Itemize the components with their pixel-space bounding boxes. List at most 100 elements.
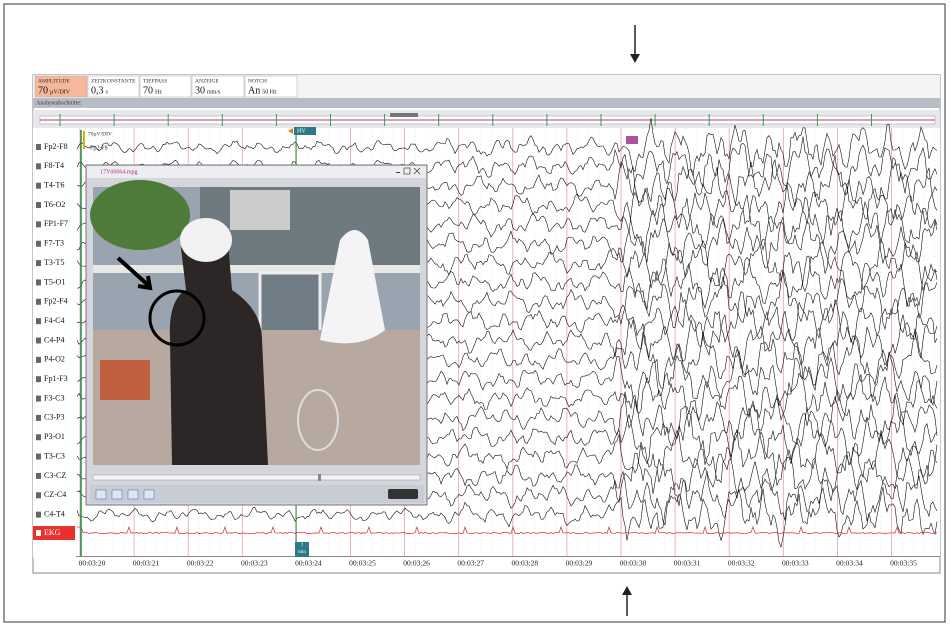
channel-label: C4-T4 — [44, 509, 65, 518]
arrow-top — [630, 25, 640, 63]
toolbar-value: 70 — [143, 85, 153, 96]
time-label: 00:03:30 — [620, 559, 647, 568]
toolbar-box[interactable] — [191, 75, 245, 98]
cables — [297, 389, 339, 451]
toolbar-label: TIEFPASS — [143, 78, 167, 84]
toolbar-unit: Hz — [155, 89, 162, 95]
channel-icon[interactable] — [36, 144, 41, 150]
channel-icon[interactable] — [36, 202, 41, 209]
channel-icon[interactable] — [36, 240, 41, 247]
channel-icon[interactable] — [36, 414, 41, 421]
channel-icon[interactable] — [36, 260, 41, 267]
hv-flag[interactable] — [294, 127, 316, 135]
toolbar-unit: mm/s — [207, 89, 221, 95]
channel-label: Fp2-F8 — [44, 142, 68, 151]
sill — [93, 265, 420, 273]
toolbar-unit: µV/DIV — [50, 89, 71, 95]
channel-label: F8-T4 — [44, 161, 64, 170]
volume[interactable] — [388, 489, 418, 499]
analysis-bar — [33, 98, 940, 108]
toolbar-label: AMPLITUDE — [38, 78, 70, 84]
toolbar-value: 0,3 — [91, 85, 104, 96]
building — [230, 190, 290, 230]
channel-icon[interactable] — [36, 530, 41, 536]
channel-label: Fp1-F3 — [44, 374, 68, 383]
time-note: min — [298, 550, 306, 555]
channel-label: C3-P3 — [44, 413, 64, 422]
channel-icon[interactable] — [36, 298, 41, 305]
channel-icon[interactable] — [36, 511, 41, 518]
headcap — [180, 218, 232, 262]
channel-icon[interactable] — [36, 395, 41, 402]
toolbar-box[interactable] — [244, 75, 298, 98]
channel-label: C3-CZ — [44, 471, 66, 480]
channel-label: T4-T6 — [44, 181, 64, 190]
channel-label: T3-C3 — [44, 451, 65, 460]
channel-icon[interactable] — [36, 472, 41, 479]
note-box[interactable] — [295, 542, 309, 557]
time-label: 00:03:28 — [511, 559, 538, 568]
max-btn[interactable] — [403, 167, 411, 175]
channel-icon[interactable] — [36, 453, 41, 460]
video-titlebar — [87, 166, 426, 178]
toys — [100, 360, 150, 400]
player-button[interactable] — [143, 489, 155, 500]
time-axis — [76, 556, 940, 557]
channel-icon[interactable] — [36, 163, 41, 170]
player-button[interactable] — [95, 489, 107, 500]
channel-label: C4-P4 — [44, 335, 64, 344]
toolbar-box[interactable] — [139, 75, 192, 98]
channel-label: FP1-F7 — [44, 219, 68, 228]
toolbar-box[interactable] — [34, 75, 88, 98]
player-button[interactable] — [127, 489, 139, 500]
channel-icon[interactable] — [36, 492, 41, 499]
eeg-trace — [76, 486, 938, 549]
toolbar-label: ANZEIGE — [195, 78, 219, 84]
highlight-arrow — [116, 256, 153, 291]
tree — [90, 180, 190, 250]
toolbar-box[interactable] — [87, 75, 140, 98]
channel-label: F3-C3 — [44, 393, 64, 402]
time-label: 00:03:26 — [403, 559, 430, 568]
seekbar[interactable] — [92, 474, 421, 481]
highlight-circle — [148, 289, 206, 347]
channel-icon[interactable] — [36, 318, 41, 325]
channel-icon[interactable] — [36, 356, 41, 363]
channel-label: Fp2-F4 — [44, 297, 68, 306]
channel-icon[interactable] — [36, 221, 41, 228]
video-title: 17Y00064.mpg — [100, 169, 138, 175]
child — [169, 230, 268, 465]
window-lower — [258, 271, 322, 335]
channel-marker: Fp2-F8 — [90, 145, 108, 151]
channel-icon[interactable] — [36, 337, 41, 344]
min-btn[interactable] — [396, 172, 400, 173]
hv-marker: HV — [297, 128, 306, 134]
toolbar-unit: s — [106, 89, 109, 95]
pink-flag[interactable] — [626, 136, 638, 144]
channel-label: CZ-C4 — [44, 490, 66, 499]
channel-icon[interactable] — [36, 434, 41, 441]
time-label: 00:03:35 — [890, 559, 917, 568]
time-note: 7 — [301, 544, 304, 549]
channel-icon[interactable] — [36, 279, 41, 286]
time-label: 00:03:29 — [566, 559, 593, 568]
channel-icon[interactable] — [36, 376, 41, 383]
toolbar-label: NOTCH — [248, 78, 267, 84]
time-label: 00:03:20 — [79, 559, 106, 568]
cloth — [320, 230, 385, 344]
channel-icon[interactable] — [36, 182, 41, 189]
toolbar-value: 30 — [195, 85, 205, 96]
amplitude-marker: 70µV/DIV — [88, 131, 112, 137]
ekg-trace — [77, 525, 938, 535]
channel-label: T3-T5 — [44, 258, 64, 267]
hv-flag-arrow — [288, 128, 293, 134]
time-label: 00:03:34 — [836, 559, 863, 568]
time-label: 00:03:21 — [133, 559, 160, 568]
time-label: 00:03:31 — [674, 559, 701, 568]
time-label: 00:03:27 — [457, 559, 484, 568]
timeline-thumb — [390, 113, 418, 117]
player-button[interactable] — [111, 489, 123, 500]
seek-thumb[interactable] — [318, 474, 321, 481]
amp-bar — [83, 131, 85, 149]
close-btn[interactable] — [413, 167, 421, 175]
